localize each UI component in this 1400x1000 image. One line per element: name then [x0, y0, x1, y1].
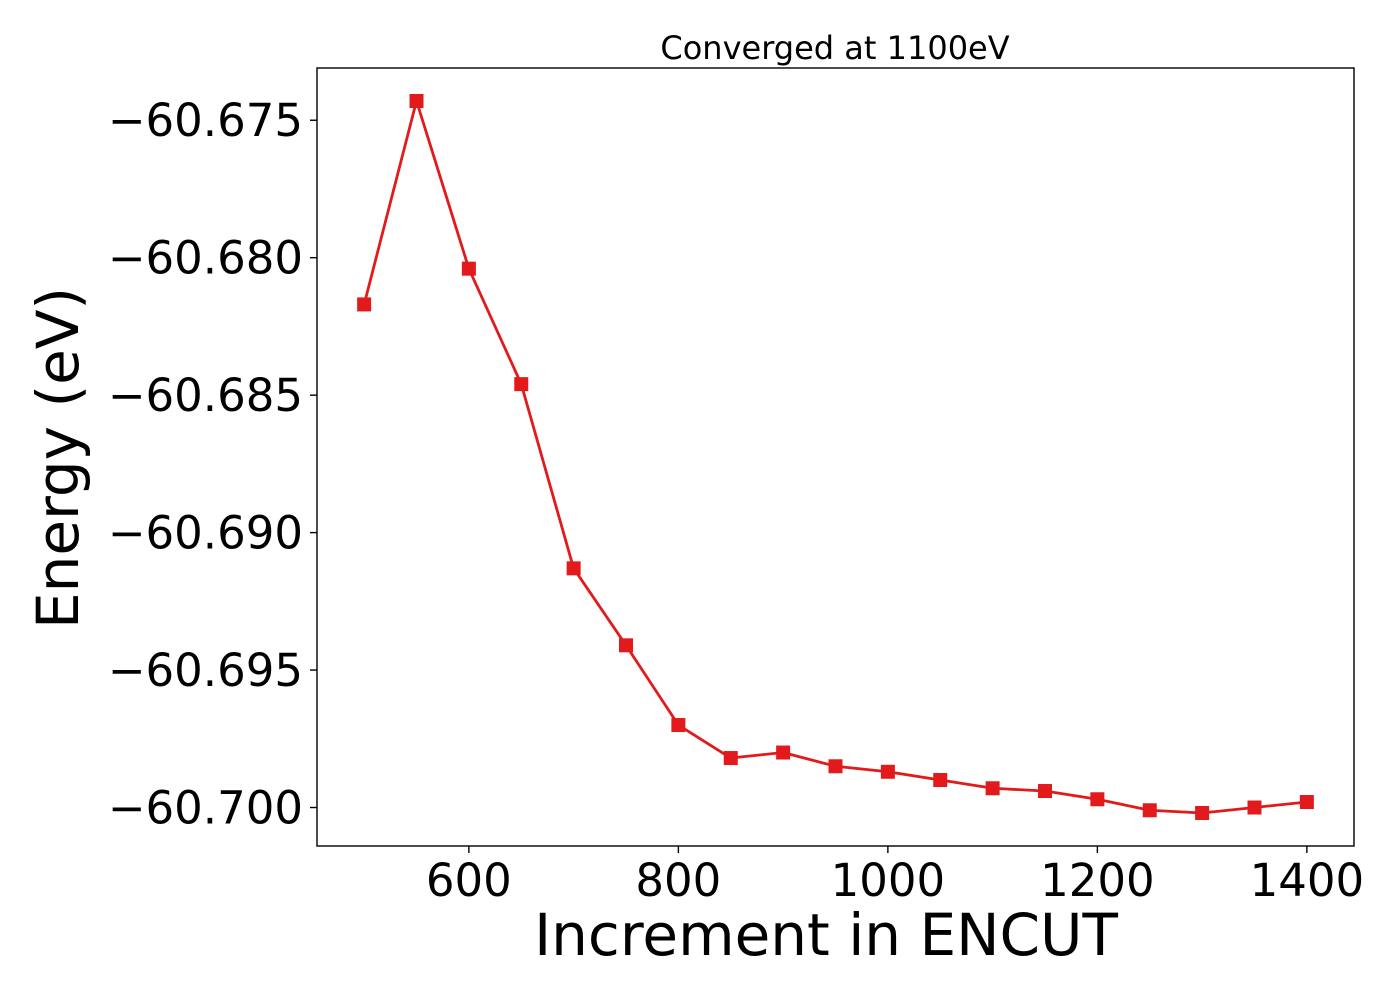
x-tick-label: 800: [635, 854, 721, 907]
data-point: [1247, 800, 1262, 815]
series-line: [362, 99, 1308, 815]
y-tick-label: −60.685: [108, 369, 303, 422]
data-point: [776, 745, 791, 760]
data-point: [933, 773, 948, 788]
data-point: [723, 751, 738, 766]
y-tick-label: −60.700: [108, 782, 303, 835]
data-point: [461, 261, 476, 276]
data-point: [1195, 806, 1210, 821]
data-point: [880, 764, 895, 779]
y-axis: −60.675 −60.680 −60.685 −60.690 −60.695 −60.7…: [108, 94, 317, 835]
data-point: [619, 638, 634, 653]
y-tick-label: −60.680: [108, 232, 303, 285]
plot-area: [357, 93, 1314, 821]
data-point: [828, 759, 843, 774]
x-tick-label: 1000: [831, 854, 946, 907]
data-point: [409, 93, 424, 108]
y-tick-label: −60.695: [108, 644, 303, 697]
axes-frame: [316, 67, 1355, 847]
x-axis-label: Increment in ENCUT: [534, 901, 1118, 969]
data-point: [1142, 803, 1157, 818]
data-point: [357, 297, 372, 312]
chart-title: Converged at 1100eV: [660, 29, 1009, 67]
y-axis-label: Energy (eV): [24, 287, 92, 629]
x-axis: 600 800 1000 1200 1400: [426, 846, 1364, 907]
data-point: [985, 781, 1000, 796]
data-point: [671, 718, 686, 733]
x-tick-label: 1200: [1040, 854, 1155, 907]
data-point: [1090, 792, 1105, 807]
x-tick-label: 600: [426, 854, 512, 907]
data-point: [1037, 784, 1052, 799]
data-point: [1299, 795, 1314, 810]
data-point: [514, 377, 529, 392]
y-tick-label: −60.675: [108, 94, 303, 147]
y-tick-label: −60.690: [108, 507, 303, 560]
x-tick-label: 1400: [1250, 854, 1365, 907]
data-point: [566, 561, 581, 576]
